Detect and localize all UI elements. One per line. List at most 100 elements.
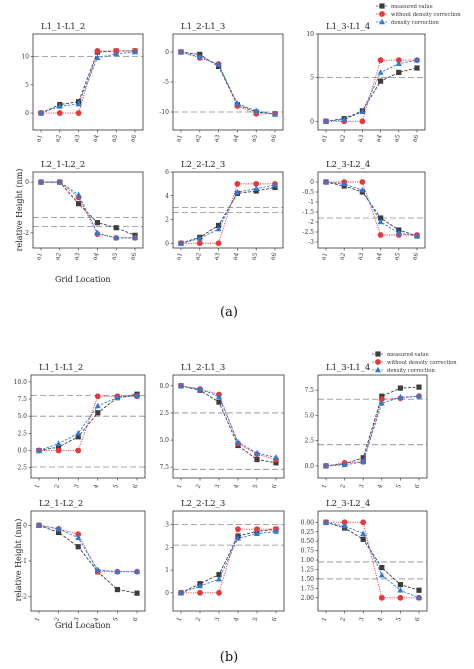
data-point-correction <box>113 50 120 57</box>
plot-frame <box>30 374 146 479</box>
data-point-measured <box>253 188 259 194</box>
series-line-correction <box>325 395 420 467</box>
data-point-correction <box>272 111 278 117</box>
y-tick-label: 5 <box>25 82 29 89</box>
series-line-correction <box>180 385 277 458</box>
data-point-correction <box>414 56 420 63</box>
y-tick-label: -1 <box>21 558 27 565</box>
panel-l2-1-l2-2: L2_1-L2_2 0 -1 -2 1 2 3 4 5 6 <box>21 499 146 622</box>
series-line-measured <box>180 528 277 594</box>
data-point-correction <box>132 234 138 241</box>
y-tick-label: 5 <box>310 75 314 82</box>
data-point-without <box>378 396 385 403</box>
data-point-without <box>75 110 82 116</box>
x-tick-label: a3 <box>356 134 365 144</box>
y-tick-label: -1.5 <box>302 209 314 216</box>
y-tick-label: 0.50 <box>301 538 315 545</box>
legend-label-correction: density correction <box>391 20 440 26</box>
data-point-without <box>359 118 366 125</box>
x-tick-label: 2 <box>195 616 203 622</box>
x-tick-label: 5 <box>395 483 403 489</box>
x-tick-label: 4 <box>376 616 384 622</box>
series-line-correction <box>325 521 420 599</box>
data-point-correction <box>134 392 140 398</box>
x-tick-label: a6 <box>411 134 420 144</box>
y-tick-label: 0.0 <box>159 383 169 390</box>
y-tick-label: 2.5 <box>304 438 314 445</box>
data-point-correction <box>94 54 101 61</box>
y-tick-label: -2 <box>21 594 27 601</box>
x-tick-label: 3 <box>214 616 222 622</box>
data-point-correction <box>75 100 82 107</box>
data-point-correction <box>114 568 121 575</box>
x-tick-label: a3 <box>73 134 82 144</box>
x-tick-label: a2 <box>194 252 203 262</box>
data-point-measured <box>95 410 101 416</box>
x-tick-label: 1 <box>34 616 42 622</box>
data-point-correction <box>253 107 260 114</box>
data-point-measured <box>414 65 420 71</box>
x-tick-label: a2 <box>54 252 63 262</box>
x-tick-label: 4 <box>233 483 241 489</box>
x-tick-label: a1 <box>320 134 329 143</box>
data-point-correction <box>395 60 402 66</box>
panel-title: L1_3-L1_4 <box>326 363 370 373</box>
subfigure-label: (b) <box>220 650 238 665</box>
data-point-correction <box>38 109 44 116</box>
plot-frame <box>172 33 284 131</box>
x-tick-label: 2 <box>53 616 61 622</box>
subfigure-label: (a) <box>220 305 238 320</box>
data-point-correction <box>414 232 420 239</box>
data-point-correction <box>38 178 44 185</box>
data-point-correction <box>323 117 329 124</box>
data-point-correction <box>341 116 348 122</box>
y-tick-label: 0 <box>310 179 314 186</box>
x-tick-label: 2 <box>339 483 347 489</box>
x-tick-label: 1 <box>176 483 184 489</box>
y-tick-label: 2.5 <box>17 465 27 472</box>
legend-label-correction: density correction <box>387 368 436 374</box>
x-tick-label: a6 <box>129 252 138 262</box>
y-axis-title: relative Height (nm) <box>15 169 24 252</box>
y-tick-label: 2 <box>165 544 169 551</box>
data-point-correction <box>234 188 241 195</box>
data-point-measured <box>75 434 81 440</box>
data-point-measured <box>216 572 222 578</box>
y-tick-label: -2 <box>23 230 29 237</box>
legend-label-without: without density correction <box>391 12 461 18</box>
series-line-measured <box>180 51 276 115</box>
data-point-correction <box>341 522 348 529</box>
panel-l2-2-l2-3: L2_2-L2_3 0 2 4 6 a1 a2 a3 a4 a5 a6 <box>165 160 284 262</box>
data-point-without <box>75 531 82 538</box>
y-tick-label: 0.0 <box>304 463 314 470</box>
x-tick-label: a5 <box>393 252 402 262</box>
series-line-correction <box>180 531 277 594</box>
panel-title: L1_2-L1_3 <box>181 22 225 32</box>
data-point-correction <box>341 461 348 468</box>
series-line-without <box>181 183 275 244</box>
data-point-correction <box>55 440 62 446</box>
y-tick-label: 5.0 <box>304 412 314 419</box>
y-axis-title: relative Height (nm) <box>14 519 23 602</box>
series-line-measured <box>180 385 277 464</box>
x-tick-label: 1 <box>321 616 329 622</box>
x-tick-label: 2 <box>53 483 61 489</box>
x-tick-label: 6 <box>132 616 140 622</box>
data-point-measured <box>272 184 278 191</box>
y-tick-label: -1 <box>308 199 314 206</box>
series-line-without <box>326 181 417 236</box>
data-point-correction <box>216 393 222 399</box>
y-tick-label: 10 <box>21 54 29 61</box>
y-tick-label: 2 <box>165 217 169 224</box>
legend-marker-measured <box>379 3 385 9</box>
data-point-correction <box>216 575 222 582</box>
data-point-without <box>197 589 203 596</box>
data-point-correction <box>416 594 422 601</box>
data-point-without <box>341 519 348 526</box>
data-point-correction <box>323 462 329 469</box>
x-tick-label: 3 <box>214 483 222 489</box>
x-tick-label: 5 <box>395 616 403 622</box>
x-tick-label: a6 <box>269 252 278 262</box>
x-tick-label: a1 <box>175 134 184 143</box>
x-tick-label: 6 <box>132 483 140 489</box>
